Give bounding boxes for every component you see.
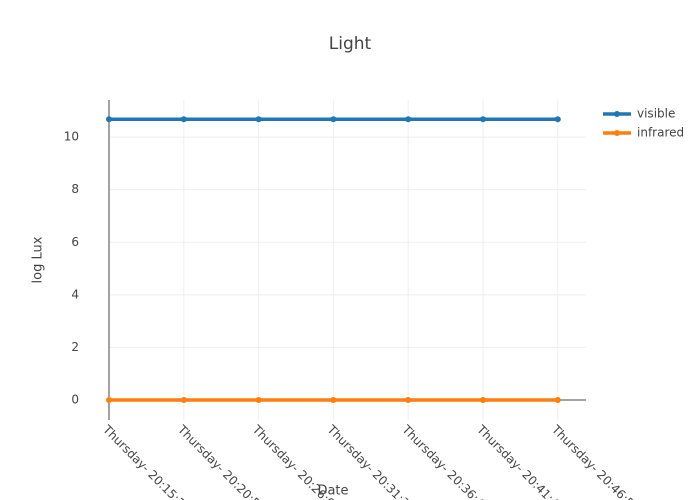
point <box>480 116 486 123</box>
point <box>554 116 561 123</box>
point <box>330 116 337 123</box>
legend-label: infrared <box>637 126 684 140</box>
point <box>255 397 262 404</box>
point <box>106 116 112 123</box>
y-tick-label: 10 <box>64 130 79 144</box>
point <box>405 397 412 404</box>
chart-title: Light <box>329 34 372 54</box>
point <box>106 397 112 404</box>
y-tick-label: 6 <box>71 235 79 249</box>
point <box>180 397 187 404</box>
point <box>405 116 412 123</box>
y-tick-label: 8 <box>71 182 79 196</box>
point <box>330 397 337 404</box>
legend-label: visible <box>637 107 675 121</box>
x-axis-title: Date <box>317 484 348 499</box>
y-tick-label: 2 <box>71 340 79 354</box>
y-axis-title: log Lux <box>31 236 46 283</box>
point <box>480 397 486 404</box>
x-tick-label: Thursday- 20:46:59 <box>548 422 642 500</box>
legend-marker <box>614 111 620 117</box>
point <box>180 116 187 123</box>
point <box>255 116 262 123</box>
y-tick-label: 4 <box>71 287 79 301</box>
legend-marker <box>614 130 620 136</box>
y-tick-label: 0 <box>71 393 79 407</box>
point <box>554 397 561 404</box>
